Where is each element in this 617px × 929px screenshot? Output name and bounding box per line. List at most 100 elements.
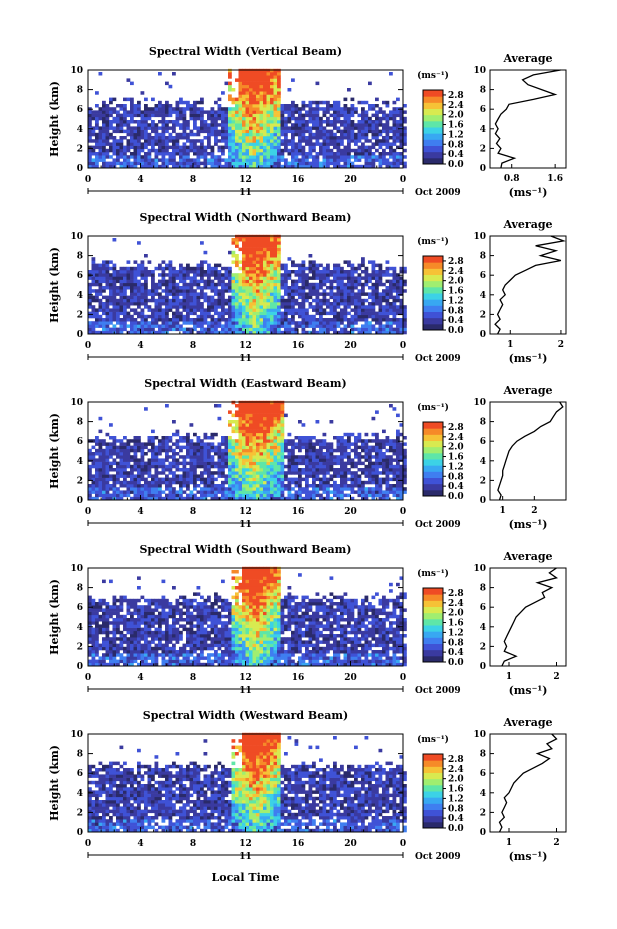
y-tick-label: 10 bbox=[70, 730, 83, 740]
profile-y-tick-label: 8 bbox=[480, 584, 486, 594]
y-axis-label: Height (km) bbox=[48, 247, 61, 323]
profile-xlabel: (ms⁻¹) bbox=[509, 518, 548, 531]
y-tick-label: 10 bbox=[70, 232, 83, 242]
profile-line bbox=[494, 69, 561, 169]
colorbar-swatch bbox=[423, 471, 443, 478]
colorbar-tick-label: 1.6 bbox=[448, 785, 464, 795]
panel-5: Spectral Width (Westward Beam)0246810Hei… bbox=[48, 709, 567, 863]
colorbar-swatch bbox=[423, 588, 443, 595]
y-tick-label: 4 bbox=[77, 623, 83, 633]
colorbar-tick-label: 2.8 bbox=[448, 91, 464, 101]
colorbar-tick-label: 2.4 bbox=[448, 765, 464, 775]
x-tick-label: 0 bbox=[400, 839, 406, 849]
date-label: Oct 2009 bbox=[415, 520, 461, 530]
y-tick-label: 0 bbox=[77, 662, 83, 672]
colorbar-tick-label: 0.4 bbox=[448, 814, 464, 824]
x-tick-label: 8 bbox=[190, 839, 196, 849]
colorbar-tick-label: 2.4 bbox=[448, 101, 464, 111]
profile-line bbox=[498, 733, 558, 833]
colorbar-swatch bbox=[423, 754, 443, 761]
colorbar-tick-label: 2.0 bbox=[448, 443, 464, 453]
colorbar-tick-label: 0.8 bbox=[448, 804, 464, 814]
heatmap-cells bbox=[88, 234, 407, 335]
colorbar-swatch bbox=[423, 778, 443, 786]
y-axis-label: Height (km) bbox=[48, 413, 61, 489]
y-tick-label: 10 bbox=[70, 398, 83, 408]
panel-4: Spectral Width (Southward Beam)0246810He… bbox=[48, 543, 567, 697]
day-label: 11 bbox=[239, 354, 252, 364]
day-label: 11 bbox=[239, 686, 252, 696]
x-tick-label: 0 bbox=[85, 507, 91, 517]
colorbar-units: (ms⁻¹) bbox=[417, 568, 449, 579]
profile-x-tick-label: 1 bbox=[506, 838, 512, 848]
y-tick-label: 2 bbox=[77, 808, 83, 818]
colorbar-swatch bbox=[423, 256, 443, 263]
day-label: 11 bbox=[239, 520, 252, 530]
profile-y-tick-label: 2 bbox=[480, 144, 486, 154]
profile-frame bbox=[489, 733, 567, 833]
y-tick-label: 4 bbox=[77, 291, 83, 301]
x-tick-label: 16 bbox=[292, 839, 305, 849]
heatmap-cells bbox=[88, 68, 407, 169]
x-tick-label: 12 bbox=[239, 673, 252, 683]
profile-y-tick-label: 4 bbox=[480, 291, 486, 301]
y-tick-label: 6 bbox=[77, 105, 83, 115]
x-tick-label: 0 bbox=[85, 839, 91, 849]
colorbar-tick-label: 2.0 bbox=[448, 775, 464, 785]
colorbar-tick-label: 0.8 bbox=[448, 638, 464, 648]
colorbar-swatch bbox=[423, 114, 443, 122]
profile-title: Average bbox=[502, 218, 552, 231]
y-tick-label: 4 bbox=[77, 457, 83, 467]
profile-frame bbox=[489, 235, 567, 335]
colorbar-tick-label: 0.8 bbox=[448, 140, 464, 150]
profile-x-tick-label: 1.6 bbox=[547, 174, 563, 184]
x-tick-label: 0 bbox=[400, 341, 406, 351]
colorbar-swatch bbox=[423, 791, 443, 798]
y-tick-label: 2 bbox=[77, 144, 83, 154]
y-tick-label: 8 bbox=[77, 86, 83, 96]
colorbar-tick-label: 0.0 bbox=[448, 824, 464, 834]
profile-y-tick-label: 0 bbox=[480, 662, 486, 672]
colorbar-tick-label: 2.0 bbox=[448, 277, 464, 287]
colorbar-swatch bbox=[423, 637, 443, 644]
y-tick-label: 0 bbox=[77, 164, 83, 174]
x-tick-label: 0 bbox=[400, 175, 406, 185]
x-tick-label: 8 bbox=[190, 175, 196, 185]
colorbar-tick-label: 0.0 bbox=[448, 326, 464, 336]
colorbar-swatch bbox=[423, 268, 443, 275]
profile-y-tick-label: 10 bbox=[473, 232, 486, 242]
x-tick-label: 20 bbox=[344, 839, 357, 849]
colorbar-swatch bbox=[423, 618, 443, 626]
colorbar-swatch bbox=[423, 760, 443, 767]
colorbar-frame bbox=[422, 89, 444, 165]
x-tick-label: 0 bbox=[400, 673, 406, 683]
profile-y-tick-label: 0 bbox=[480, 330, 486, 340]
x-tick-label: 12 bbox=[239, 175, 252, 185]
profile-y-tick-label: 4 bbox=[480, 457, 486, 467]
colorbar-swatch bbox=[423, 594, 443, 601]
colorbar-swatch bbox=[423, 428, 443, 435]
colorbar-swatch bbox=[423, 631, 443, 638]
colorbar-tick-label: 0.0 bbox=[448, 658, 464, 668]
date-label: Oct 2009 bbox=[415, 188, 461, 198]
colorbar-swatch bbox=[423, 90, 443, 97]
colorbar-swatch bbox=[423, 274, 443, 282]
colorbar-swatch bbox=[423, 262, 443, 269]
profile-xlabel: (ms⁻¹) bbox=[509, 684, 548, 697]
colorbar: (ms⁻¹) 0.00.40.81.21.62.02.42.8 bbox=[417, 402, 464, 502]
colorbar-tick-label: 0.8 bbox=[448, 306, 464, 316]
profile-y-tick-label: 6 bbox=[480, 105, 486, 115]
y-tick-label: 4 bbox=[77, 789, 83, 799]
x-tick-label: 20 bbox=[344, 175, 357, 185]
x-axis-label: Local Time bbox=[212, 871, 280, 884]
profile-y-tick-label: 10 bbox=[473, 398, 486, 408]
profile-x-tick-label: 2 bbox=[531, 506, 537, 516]
panel-title: Spectral Width (Eastward Beam) bbox=[144, 377, 346, 390]
colorbar-swatch bbox=[423, 293, 443, 300]
colorbar-swatch bbox=[423, 102, 443, 109]
profile-y-tick-label: 0 bbox=[480, 496, 486, 506]
profile-y-tick-label: 6 bbox=[480, 271, 486, 281]
colorbar-swatch bbox=[423, 772, 443, 780]
